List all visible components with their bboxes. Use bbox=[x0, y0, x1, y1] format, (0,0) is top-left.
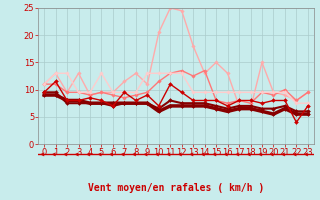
Text: Vent moyen/en rafales ( km/h ): Vent moyen/en rafales ( km/h ) bbox=[88, 183, 264, 193]
